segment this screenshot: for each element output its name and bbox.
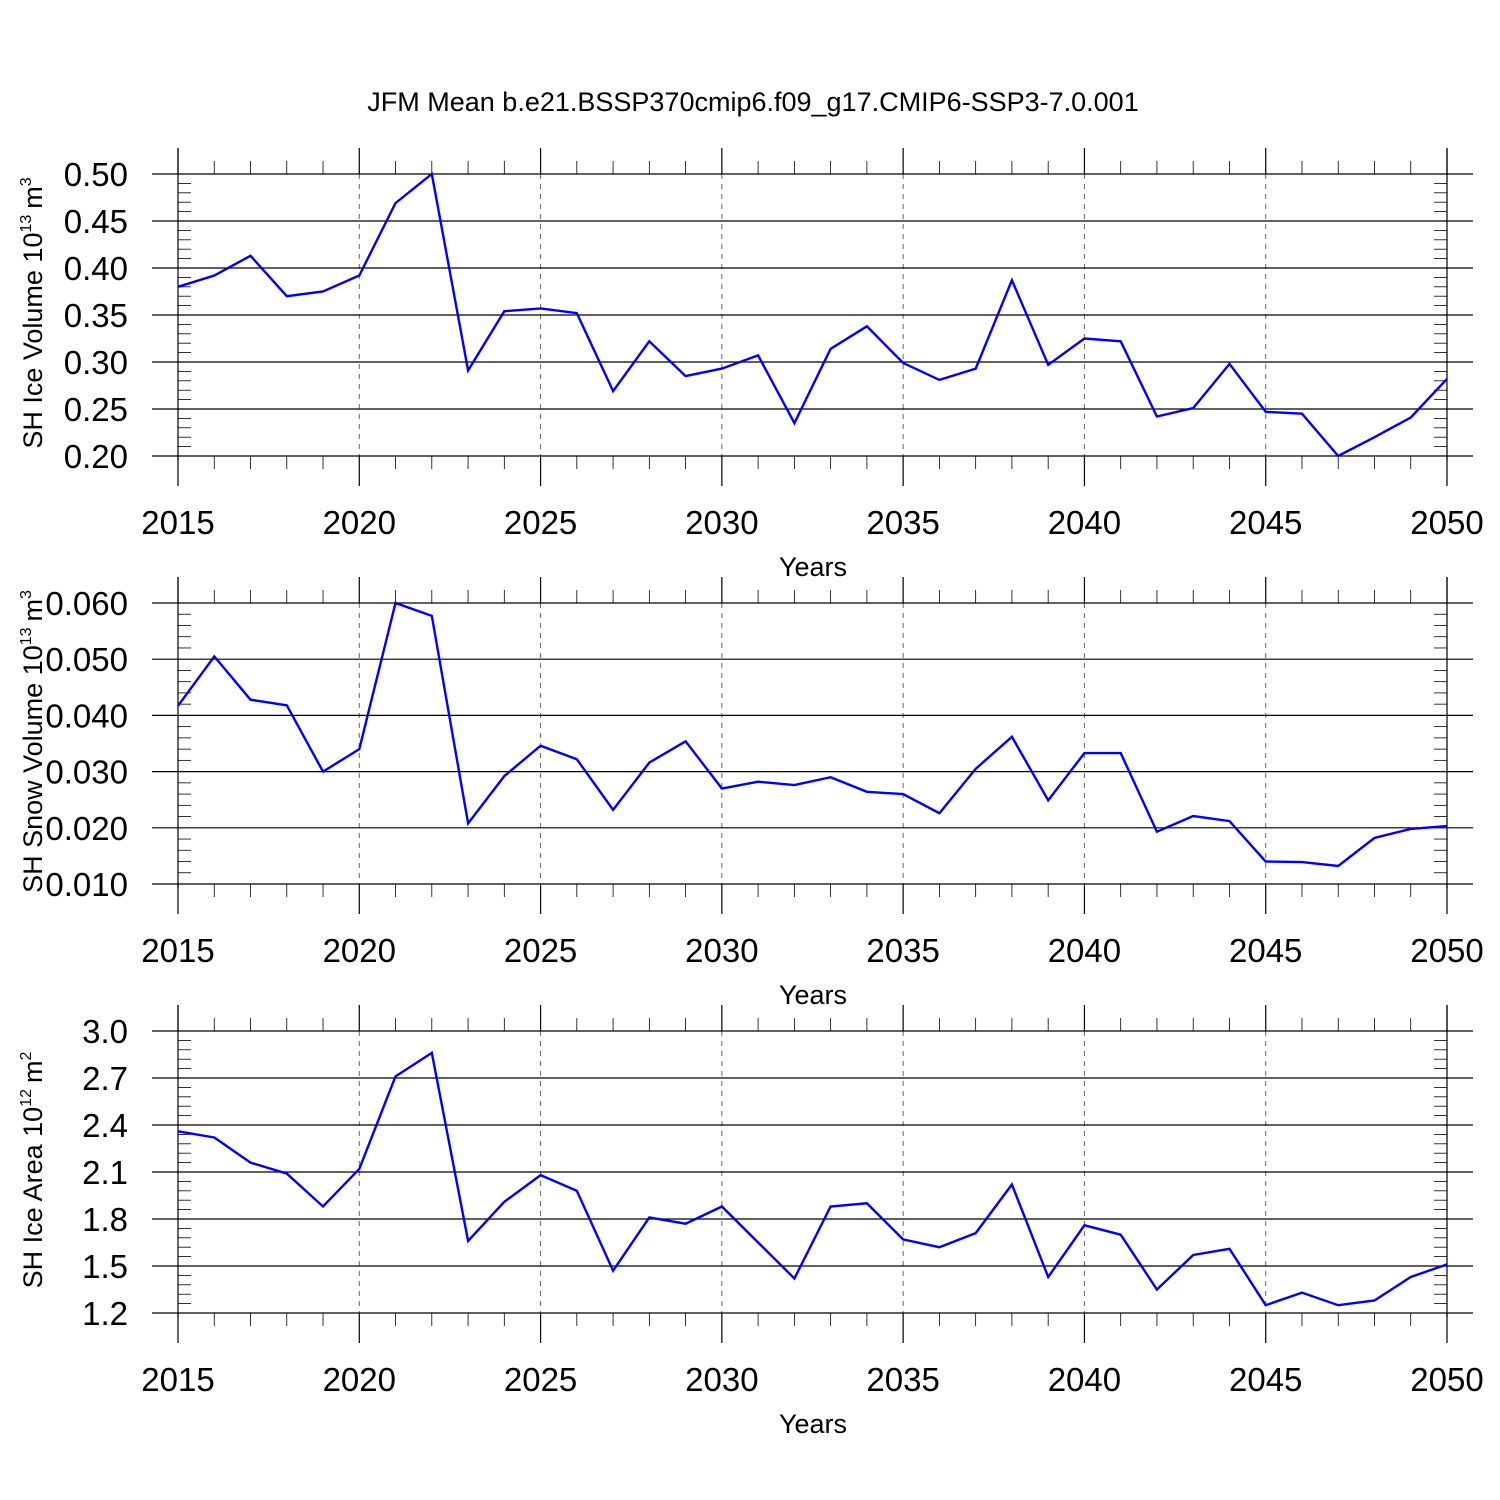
y-axis-label-unit-exp: 2 (18, 1052, 35, 1061)
y-axis-label: SH Snow Volume 1013 m3 (18, 590, 48, 893)
x-tick-label: 2030 (685, 932, 758, 969)
x-tick-label: 2030 (685, 504, 758, 541)
y-tick-label: 0.35 (64, 297, 128, 334)
panel-ice-area: 1.2 1.5 1.8 2.1 2.4 2.7 3.0 2015 2020 2025 2030 203… (18, 1005, 1484, 1439)
x-tick-label: 2050 (1410, 504, 1483, 541)
series-line (177, 171, 1448, 458)
x-tick-label: 2045 (1229, 504, 1302, 541)
x-tick-label: 2015 (141, 1361, 214, 1398)
y-axis-label: SH Ice Area 1012 m2 (18, 1052, 48, 1289)
y-tick-label: 0.060 (45, 585, 128, 622)
y-tick-label: 1.5 (82, 1248, 128, 1285)
y-tick-label: 0.010 (45, 866, 128, 903)
y-tick-label: 0.040 (45, 697, 128, 734)
x-axis-label: Years (779, 552, 847, 582)
panel-snow-volume: 0.010 0.020 0.030 0.040 0.050 0.060 2015 2020 20… (18, 577, 1484, 1010)
series-line (177, 1050, 1448, 1307)
y-axis-label-main: SH Ice Volume 10 (18, 233, 48, 449)
x-tick-label: 2040 (1048, 504, 1121, 541)
y-axis-label-exp: 13 (18, 215, 35, 233)
x-tick-label: 2015 (141, 932, 214, 969)
y-axis-label-unit-exp: 3 (18, 590, 35, 599)
y-axis-label-main: SH Ice Area 10 (18, 1107, 48, 1289)
y-tick-label: 0.050 (45, 641, 128, 678)
x-tick-label: 2045 (1229, 1361, 1302, 1398)
x-tick-label: 2025 (504, 504, 577, 541)
y-axis-label-unit: m (18, 599, 48, 622)
series-line (177, 601, 1448, 868)
y-tick-label: 0.030 (45, 754, 128, 791)
x-tick-label: 2050 (1410, 1361, 1483, 1398)
y-axis-label-main: SH Snow Volume 10 (18, 645, 48, 893)
x-tick-label: 2020 (323, 1361, 396, 1398)
x-tick-label: 2035 (866, 504, 939, 541)
y-axis-label-exp: 13 (18, 627, 35, 645)
x-tick-label: 2035 (866, 932, 939, 969)
y-tick-label: 0.30 (64, 344, 128, 381)
x-tick-label: 2025 (504, 1361, 577, 1398)
y-axis-label-unit: m (18, 186, 48, 209)
x-axis-label: Years (779, 1409, 847, 1439)
x-tick-label: 2035 (866, 1361, 939, 1398)
y-axis-label-exp: 12 (18, 1089, 35, 1107)
y-tick-label: 1.2 (82, 1295, 128, 1332)
x-tick-label: 2025 (504, 932, 577, 969)
y-tick-label: 0.40 (64, 250, 128, 287)
y-tick-label: 0.50 (64, 156, 128, 193)
x-tick-label: 2030 (685, 1361, 758, 1398)
x-tick-label: 2020 (323, 504, 396, 541)
y-tick-label: 1.8 (82, 1201, 128, 1238)
y-axis-label-unit: m (18, 1061, 48, 1084)
y-tick-label: 0.25 (64, 391, 128, 428)
x-tick-label: 2020 (323, 932, 396, 969)
y-tick-label: 2.1 (82, 1154, 128, 1191)
x-tick-label: 2045 (1229, 932, 1302, 969)
y-tick-label: 3.0 (82, 1013, 128, 1050)
panel-ice-volume: 0.20 0.25 0.30 0.35 0.40 0.45 0.50 2015 2020 2025… (18, 148, 1484, 582)
y-axis-label-unit-exp: 3 (18, 177, 35, 186)
y-tick-label: 2.4 (82, 1107, 128, 1144)
x-tick-label: 2040 (1048, 932, 1121, 969)
y-axis-label: SH Ice Volume 1013 m3 (18, 177, 48, 448)
x-axis-label: Years (779, 980, 847, 1010)
y-tick-label: 0.45 (64, 203, 128, 240)
y-tick-label: 0.20 (64, 438, 128, 475)
x-tick-label: 2015 (141, 504, 214, 541)
figure-title: JFM Mean b.e21.BSSP370cmip6.f09_g17.CMIP… (367, 87, 1138, 117)
x-tick-label: 2050 (1410, 932, 1483, 969)
y-tick-label: 2.7 (82, 1060, 128, 1097)
x-tick-label: 2040 (1048, 1361, 1121, 1398)
y-tick-label: 0.020 (45, 810, 128, 847)
